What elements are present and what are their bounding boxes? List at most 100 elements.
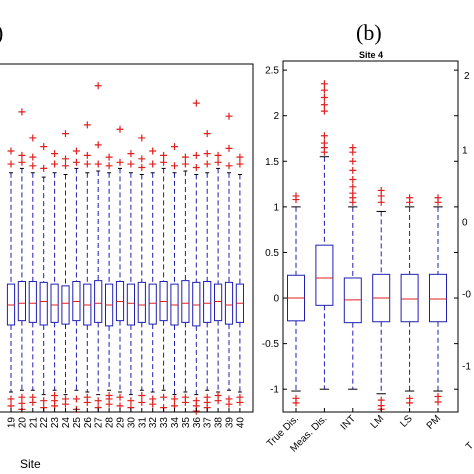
site4-x-tick-labels: True Dis.Meas. Dis. INT LM LS PM bbox=[265, 408, 443, 455]
site4-y-tick-label-5: 1.5 bbox=[265, 157, 279, 168]
left-x-tick-label-1: 20 bbox=[17, 417, 28, 429]
left-outlier-high-21-0 bbox=[236, 160, 244, 168]
mid-plot-frame bbox=[282, 60, 459, 413]
site4-outlier-high-2-6 bbox=[349, 157, 357, 165]
left-outlier-high-15-1 bbox=[171, 143, 178, 151]
left-x-tick-label-10: 29 bbox=[116, 417, 127, 429]
site4-outlier-high-4-1 bbox=[406, 194, 414, 202]
site4-outlier-high-2-3 bbox=[349, 183, 357, 191]
right-x-tick-labels: T bbox=[464, 440, 474, 452]
site4-chart-title: Site 4 bbox=[359, 50, 383, 60]
site4-y-tick-label-1: -0.5 bbox=[262, 339, 280, 350]
left-box-18 bbox=[203, 281, 212, 323]
site4-outlier-high-1-4 bbox=[320, 107, 328, 115]
left-outlier-high-9-1 bbox=[105, 153, 113, 161]
left-outlier-high-1-2 bbox=[18, 108, 26, 116]
site4-outlier-high-0-1 bbox=[292, 192, 300, 200]
left-x-tick-label-7: 26 bbox=[83, 417, 94, 429]
site4-outlier-low-0-1 bbox=[292, 399, 300, 407]
left-outlier-low-19-1 bbox=[214, 397, 222, 405]
left-box-13 bbox=[148, 283, 157, 325]
left-x-tick-label-11: 30 bbox=[126, 417, 137, 429]
left-outlier-high-11-1 bbox=[127, 150, 135, 158]
left-outlier-low-16-1 bbox=[181, 398, 189, 406]
left-box-16 bbox=[181, 280, 190, 323]
left-outlier-low-3-0 bbox=[40, 397, 48, 405]
left-outlier-high-8-0 bbox=[94, 160, 102, 168]
right-x-tick-label-0: T bbox=[464, 440, 474, 452]
left-outlier-low-6-0 bbox=[72, 395, 80, 403]
left-outlier-high-2-1 bbox=[29, 153, 37, 161]
site4-outlier-high-2-8 bbox=[349, 144, 357, 152]
site4-x-tick-label-3: LM bbox=[369, 413, 387, 431]
left-outlier-high-19-0 bbox=[214, 158, 222, 166]
left-outlier-high-16-1 bbox=[181, 153, 189, 161]
site4-y-tick-label-6: 2 bbox=[273, 111, 279, 122]
left-outlier-high-0-1 bbox=[7, 147, 15, 155]
left-outlier-high-10-0 bbox=[116, 158, 124, 166]
left-outlier-low-2-1 bbox=[29, 398, 37, 406]
left-site-boxplot: 19 20 21 22 23 24 25 26 27 28 29 30 31 32 33 34 35 36 37 38… bbox=[0, 63, 254, 471]
panel-b-letter: (b) bbox=[356, 20, 382, 45]
left-box-19 bbox=[214, 283, 223, 322]
left-x-tick-label-13: 32 bbox=[148, 417, 159, 429]
right-y-tick-labels: 1 0 -0 -1 2 bbox=[462, 71, 471, 373]
left-box-1 bbox=[17, 281, 26, 322]
left-outlier-low-0-0 bbox=[7, 395, 15, 403]
left-outlier-low-14-0 bbox=[160, 393, 168, 401]
left-x-tick-label-9: 28 bbox=[105, 417, 116, 429]
left-box-17 bbox=[192, 281, 201, 327]
left-outlier-high-5-0 bbox=[62, 162, 69, 170]
site4-box-5 bbox=[429, 273, 447, 323]
site4-outlier-high-1-8 bbox=[320, 80, 328, 88]
left-outlier-high-18-0 bbox=[203, 160, 211, 168]
left-outlier-high-16-0 bbox=[181, 160, 189, 168]
site4-outlier-high-2-2 bbox=[349, 189, 357, 197]
left-outlier-low-10-0 bbox=[116, 393, 124, 401]
left-box-11 bbox=[126, 283, 136, 326]
left-outlier-low-5-1 bbox=[62, 400, 69, 408]
site4-outlier-high-3-2 bbox=[377, 186, 385, 194]
site4-outlier-high-5-1 bbox=[434, 194, 442, 202]
left-box-2 bbox=[28, 281, 37, 323]
site4-outlier-high-1-7 bbox=[320, 86, 328, 94]
left-outlier-low-1-0 bbox=[18, 393, 26, 401]
left-box-12 bbox=[137, 281, 146, 323]
left-outlier-low-12-1 bbox=[138, 398, 146, 406]
left-plot-frame bbox=[0, 63, 254, 413]
site4-y-tick-label-2: 0 bbox=[273, 294, 279, 305]
left-x-tick-label-20: 39 bbox=[225, 417, 236, 429]
left-outlier-high-6-0 bbox=[72, 158, 80, 166]
left-outlier-high-17-1 bbox=[192, 151, 200, 159]
left-outlier-high-4-0 bbox=[51, 160, 59, 168]
site4-outlier-high-1-2 bbox=[320, 139, 328, 147]
left-outlier-high-1-1 bbox=[18, 151, 26, 159]
left-outlier-high-15-0 bbox=[171, 162, 178, 170]
left-outlier-high-12-2 bbox=[138, 134, 146, 142]
site4-outlier-high-3-0 bbox=[377, 198, 385, 206]
site4-box-1 bbox=[315, 244, 334, 306]
left-x-tick-label-18: 37 bbox=[203, 417, 214, 429]
left-outlier-high-7-0 bbox=[83, 160, 91, 168]
left-box-5 bbox=[61, 285, 70, 325]
left-outlier-low-13-1 bbox=[149, 400, 157, 408]
left-outlier-high-17-2 bbox=[192, 99, 200, 107]
right-partial-chart: 1 0 -0 -1 2 T bbox=[462, 71, 474, 452]
right-y-tick-label-3: -1 bbox=[462, 362, 471, 373]
site4-outlier-high-2-4 bbox=[349, 176, 357, 184]
site4-outlier-high-1-6 bbox=[320, 93, 328, 101]
left-outlier-high-18-1 bbox=[203, 150, 211, 158]
left-outlier-high-20-1 bbox=[225, 144, 233, 152]
right-y-tick-label-1: 0 bbox=[462, 218, 468, 229]
left-outlier-high-19-1 bbox=[214, 151, 222, 159]
left-outlier-low-8-0 bbox=[94, 397, 102, 405]
left-outlier-high-5-1 bbox=[62, 155, 69, 163]
right-y-tick-label-top: 2 bbox=[464, 71, 470, 82]
site4-outlier-low-5-1 bbox=[434, 398, 442, 406]
left-outlier-low-20-1 bbox=[225, 400, 233, 408]
left-box-4 bbox=[50, 283, 59, 323]
left-outlier-low-1-1 bbox=[18, 399, 26, 407]
left-x-tick-label-16: 35 bbox=[181, 417, 192, 429]
right-y-tick-label-0: 1 bbox=[462, 146, 468, 157]
site4-y-tick-label-4: 1 bbox=[273, 202, 279, 213]
